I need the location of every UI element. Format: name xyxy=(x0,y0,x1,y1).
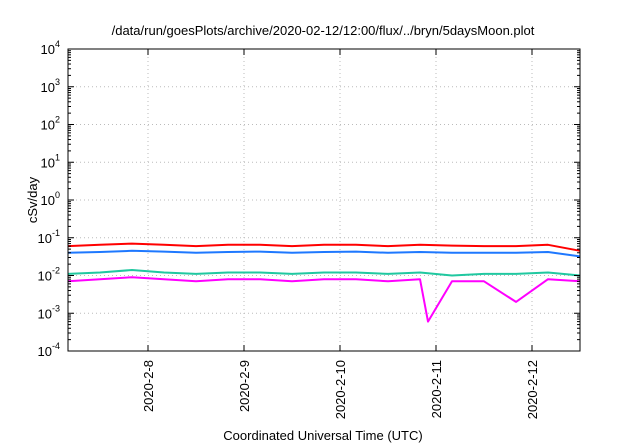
grid xyxy=(68,49,580,351)
y-tick-exponent: 4 xyxy=(55,39,60,49)
series-line-4 xyxy=(67,276,581,323)
y-tick-exponent: -4 xyxy=(52,341,60,351)
y-tick-label: 102 xyxy=(41,115,60,133)
plot-frame xyxy=(67,48,581,352)
chart-title: /data/run/goesPlots/archive/2020-02-12/1… xyxy=(112,23,535,38)
y-tick-label: 10-4 xyxy=(38,341,60,359)
x-axis-label: Coordinated Universal Time (UTC) xyxy=(223,428,422,443)
y-tick-label: 10-2 xyxy=(38,266,60,284)
series-line-3 xyxy=(67,269,581,277)
y-tick-label: 103 xyxy=(41,77,60,95)
series-line-2 xyxy=(67,249,581,258)
x-tick-label: 2020-2-9 xyxy=(237,360,252,412)
y-tick-exponent: 2 xyxy=(55,115,60,125)
x-tick-label: 2020-2-10 xyxy=(333,360,348,419)
y-tick-exponent: -3 xyxy=(52,303,60,313)
y-tick-label: 10-1 xyxy=(38,228,60,246)
y-tick-label: 104 xyxy=(41,39,60,57)
y-tick-label: 101 xyxy=(41,152,60,170)
y-tick-label: 100 xyxy=(41,190,60,208)
x-tick-label: 2020-2-8 xyxy=(141,360,156,412)
y-tick-exponent: 3 xyxy=(55,77,60,87)
x-tick-label: 2020-2-11 xyxy=(429,360,444,418)
y-tick-exponent: 0 xyxy=(55,190,60,200)
series-layer xyxy=(67,242,581,323)
y-tick-exponent: -1 xyxy=(52,228,60,238)
y-axis-label: cSv/day xyxy=(25,176,40,223)
y-tick-exponent: -2 xyxy=(52,266,60,276)
series-line-1 xyxy=(67,242,581,252)
x-tick-label: 2020-2-12 xyxy=(525,360,540,419)
y-tick-exponent: 1 xyxy=(55,152,60,162)
y-tick-label: 10-3 xyxy=(38,303,60,321)
